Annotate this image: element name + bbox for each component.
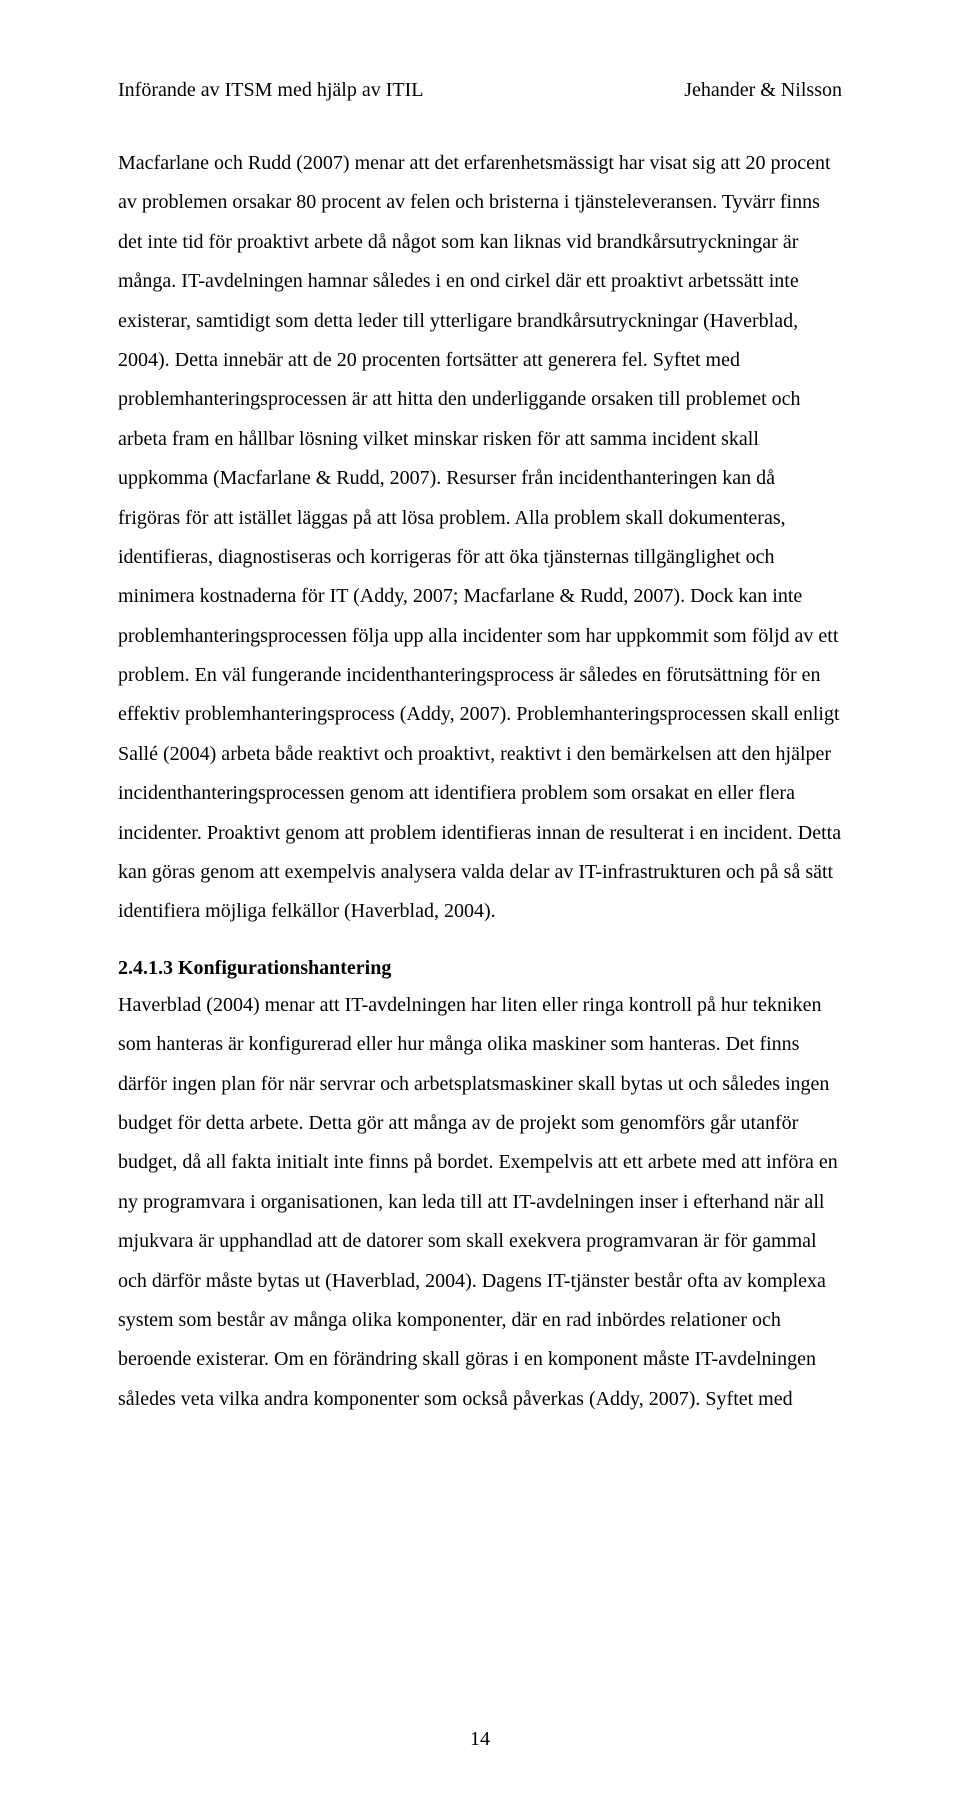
section-body: Haverblad (2004) menar att IT-avdelninge… [118,986,842,1419]
page-container: Införande av ITSM med hjälp av ITIL Jeha… [0,0,960,1803]
header-left: Införande av ITSM med hjälp av ITIL [118,78,423,102]
section-heading: 2.4.1.3 Konfigurationshantering [118,952,842,984]
header-right: Jehander & Nilsson [684,78,842,102]
running-header: Införande av ITSM med hjälp av ITIL Jeha… [118,78,842,102]
page-number: 14 [0,1728,960,1751]
body-paragraph-1: Macfarlane och Rudd (2007) menar att det… [118,144,842,932]
